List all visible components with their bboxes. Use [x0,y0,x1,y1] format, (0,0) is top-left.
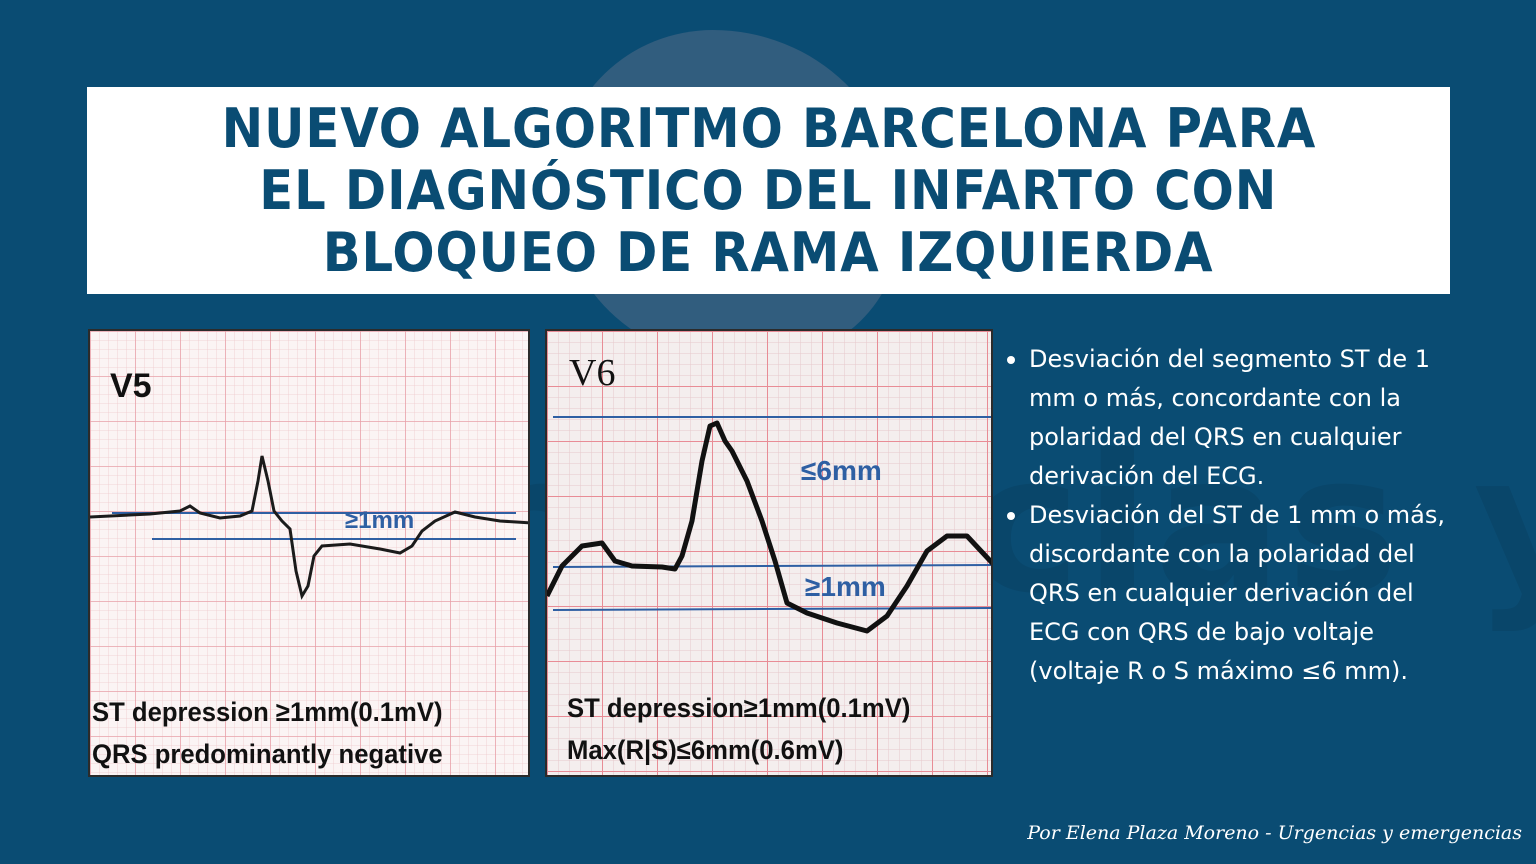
ecg-grid-v6 [547,331,991,775]
bullet-icon [1007,356,1015,364]
caption-line-1: ST depression ≥1mm(0.1mV) [92,697,443,727]
ecg-panel-v6: V6 ≤6mm ≥1mm ST depression≥1mm(0.1mV) Ma… [545,329,993,777]
title-banner: NUEVO ALGORITMO BARCELONA PARA EL DIAGNÓ… [87,87,1450,294]
caption-line-2: QRS predominantly negative [92,739,443,769]
title-line-1: NUEVO ALGORITMO BARCELONA PARA [221,96,1316,160]
annotation-st-1mm: ≥1mm [805,571,886,602]
caption-line-2: Max(R|S)≤6mm(0.6mV) [567,735,844,765]
annotation-st-1mm: ≥1mm [345,507,415,534]
lead-label-v5: V5 [110,367,152,405]
lead-label-v6: V6 [569,352,616,394]
title-line-3: BLOQUEO DE RAMA IZQUIERDA [323,220,1214,284]
bullet-icon [1007,512,1015,520]
ecg-panel-v5: V5 ≥1mm ST depression ≥1mm(0.1mV) QRS pr… [88,329,530,777]
author-credit: Por Elena Plaza Moreno - Urgencias y eme… [1027,822,1522,844]
criteria-item: Desviación del ST de 1 mm o más, discord… [1005,496,1465,691]
caption-line-1: ST depression≥1mm(0.1mV) [567,693,911,723]
criteria-item: Desviación del segmento ST de 1 mm o más… [1005,340,1465,496]
criteria-list: Desviación del segmento ST de 1 mm o más… [1005,340,1465,691]
ecg-grid-v5 [90,331,528,775]
title-line-2: EL DIAGNÓSTICO DEL INFARTO CON [259,158,1278,222]
annotation-max-6mm: ≤6mm [801,455,882,486]
